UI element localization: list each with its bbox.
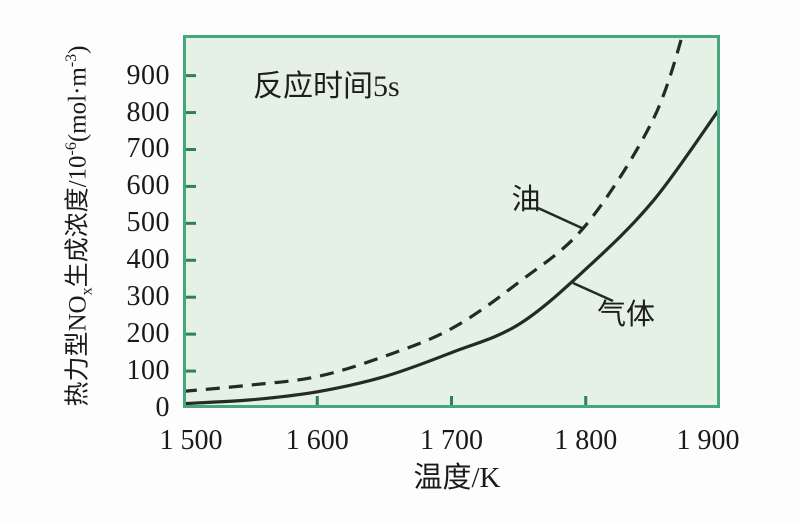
y-tick-label: 400 — [126, 244, 170, 276]
y-axis-label-sup-neg3: -3 — [63, 53, 80, 68]
y-axis-label-sub-x: x — [78, 287, 96, 296]
oil-label-leader-line — [537, 206, 585, 231]
y-axis-label-text: 热力型NO — [64, 295, 92, 407]
plot-area — [183, 35, 720, 408]
chart-curves-svg — [183, 35, 720, 408]
gas-curve — [183, 107, 720, 406]
y-axis-label: 热力型NOx生成浓度/10-6(mol·m-3) — [50, 0, 96, 461]
y-axis-label-sup-neg6: -6 — [63, 142, 80, 156]
x-tick-label: 1 900 — [676, 425, 740, 456]
y-axis-label-units-close: ) — [64, 45, 92, 54]
y-tick-label: 0 — [155, 392, 170, 423]
y-tick-label: 900 — [126, 59, 170, 91]
y-axis-label-units: (mol·m — [64, 67, 92, 143]
y-tick-label: 300 — [126, 281, 170, 313]
x-tick-label: 1 700 — [420, 425, 483, 456]
x-tick-label: 1 500 — [159, 425, 223, 456]
y-tick-label: 100 — [126, 355, 170, 387]
y-tick-label: 700 — [126, 133, 170, 165]
y-axis-label-text-2: 生成浓度/10 — [64, 155, 92, 288]
gas-label-leader-line — [572, 281, 614, 303]
y-tick-label: 500 — [126, 207, 170, 239]
plot-border — [183, 35, 720, 408]
x-tick-label: 1 600 — [285, 425, 349, 456]
x-tick-label: 1 800 — [554, 425, 618, 456]
oil-curve — [183, 35, 685, 393]
y-tick-label: 200 — [126, 318, 170, 350]
y-tick-label: 800 — [126, 96, 170, 128]
curve-label-oil: 油 — [511, 184, 541, 216]
x-axis-title: 温度/K — [413, 462, 501, 494]
annotation-reaction-time: 反应时间5s — [253, 70, 400, 103]
curve-label-gas: 气体 — [596, 299, 656, 331]
y-tick-label: 600 — [126, 170, 170, 202]
